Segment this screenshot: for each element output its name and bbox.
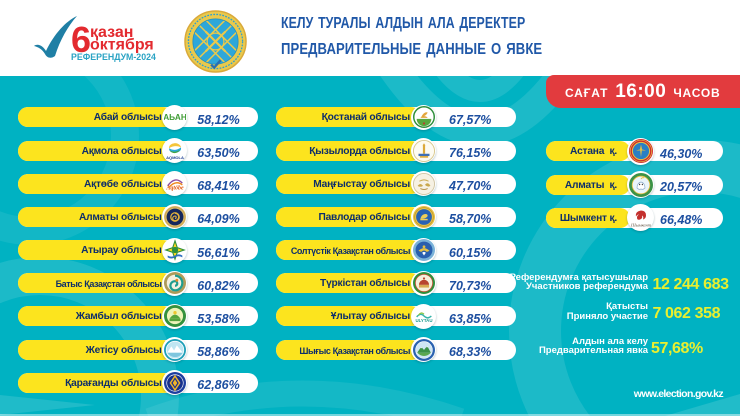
svg-text:ULYTAU: ULYTAU (415, 318, 432, 323)
svg-text:Шымкент: Шымкент (630, 222, 652, 227)
svg-text:РЕФЕРЕНДУМ-2024: РЕФЕРЕНДУМ-2024 (71, 52, 156, 62)
svg-text:қазан: қазан (90, 24, 133, 41)
svg-text:AQMOLA: AQMOLA (166, 154, 184, 159)
svg-text:6: 6 (71, 19, 91, 60)
svg-text:Aqtöbe: Aqtöbe (165, 185, 184, 191)
svg-text:АЬАН: АЬАН (164, 113, 186, 122)
svg-text:октября: октября (90, 37, 154, 54)
